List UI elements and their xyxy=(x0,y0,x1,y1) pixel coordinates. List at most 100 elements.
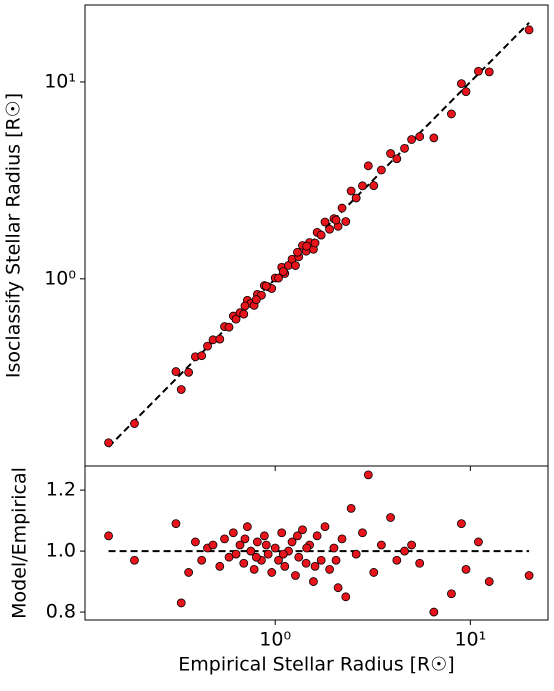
point xyxy=(484,577,494,586)
point xyxy=(415,558,425,568)
plot-frame xyxy=(84,465,549,621)
point xyxy=(252,537,262,547)
point xyxy=(474,66,483,76)
y-axis-label: Isoclassify Stellar Radius [R☉] xyxy=(3,93,25,378)
point xyxy=(351,193,361,203)
point xyxy=(191,537,200,547)
point xyxy=(333,583,343,593)
x-axis-label: Empirical Stellar Radius [R☉] xyxy=(178,654,454,676)
point xyxy=(277,528,287,538)
point xyxy=(358,528,367,538)
point xyxy=(249,564,259,574)
point xyxy=(298,525,307,535)
point xyxy=(369,568,379,577)
point xyxy=(176,598,186,608)
point xyxy=(274,273,283,283)
point xyxy=(293,531,302,541)
point xyxy=(240,534,250,544)
point xyxy=(239,558,249,568)
point xyxy=(246,546,256,556)
point xyxy=(287,537,297,547)
point xyxy=(291,571,300,580)
point xyxy=(407,135,417,144)
point xyxy=(341,592,351,602)
point xyxy=(242,522,252,532)
point xyxy=(184,568,194,577)
point xyxy=(400,546,409,556)
point xyxy=(263,549,273,559)
point xyxy=(320,217,330,227)
point xyxy=(461,564,471,574)
point xyxy=(461,87,471,97)
point xyxy=(224,322,234,332)
point xyxy=(176,385,186,394)
point xyxy=(386,513,395,522)
point xyxy=(429,607,439,617)
point xyxy=(130,419,139,428)
point xyxy=(184,367,194,377)
point xyxy=(392,555,402,565)
point xyxy=(312,531,322,541)
point xyxy=(261,540,271,550)
point xyxy=(363,470,373,480)
point xyxy=(239,309,249,319)
point xyxy=(524,25,534,35)
point xyxy=(261,281,271,291)
point xyxy=(259,531,269,541)
point xyxy=(240,301,250,311)
point xyxy=(171,367,181,376)
point xyxy=(104,438,113,448)
point xyxy=(231,314,241,324)
point xyxy=(291,261,300,270)
point xyxy=(346,186,356,196)
point xyxy=(474,537,483,547)
point xyxy=(369,181,379,190)
point xyxy=(316,555,326,565)
y-axis-label: Model/Empirical xyxy=(9,467,31,619)
point xyxy=(376,540,386,550)
point xyxy=(351,549,361,559)
point xyxy=(320,522,330,532)
x-tick-label: 10¹ xyxy=(454,629,486,651)
point xyxy=(228,528,238,538)
point xyxy=(386,149,395,158)
point xyxy=(294,552,304,562)
point xyxy=(301,558,311,568)
point xyxy=(231,549,241,559)
y-tick-label: 1.0 xyxy=(46,540,76,562)
point xyxy=(316,230,326,240)
point xyxy=(171,519,181,529)
point xyxy=(447,589,456,599)
y-tick-label: 10⁰ xyxy=(44,267,76,289)
point xyxy=(429,133,439,143)
point xyxy=(331,215,341,225)
point xyxy=(341,217,351,226)
point xyxy=(325,224,335,234)
point xyxy=(130,555,139,565)
point xyxy=(484,67,494,77)
point xyxy=(197,351,207,361)
y-tick-label: 0.8 xyxy=(46,601,76,623)
point xyxy=(302,543,312,553)
point xyxy=(208,540,218,550)
point xyxy=(293,247,302,257)
point xyxy=(309,577,318,586)
point xyxy=(363,161,373,171)
point xyxy=(251,295,261,305)
point xyxy=(274,555,283,565)
y-tick-label: 1.2 xyxy=(46,479,76,501)
point xyxy=(197,555,207,565)
point xyxy=(392,154,402,164)
point xyxy=(251,552,261,562)
point xyxy=(310,238,320,248)
point xyxy=(346,503,356,513)
point xyxy=(267,568,277,577)
point xyxy=(310,561,320,571)
point xyxy=(376,165,386,175)
point xyxy=(215,334,225,344)
point xyxy=(415,132,425,141)
point xyxy=(329,543,339,553)
point xyxy=(203,341,212,351)
point xyxy=(447,109,456,119)
